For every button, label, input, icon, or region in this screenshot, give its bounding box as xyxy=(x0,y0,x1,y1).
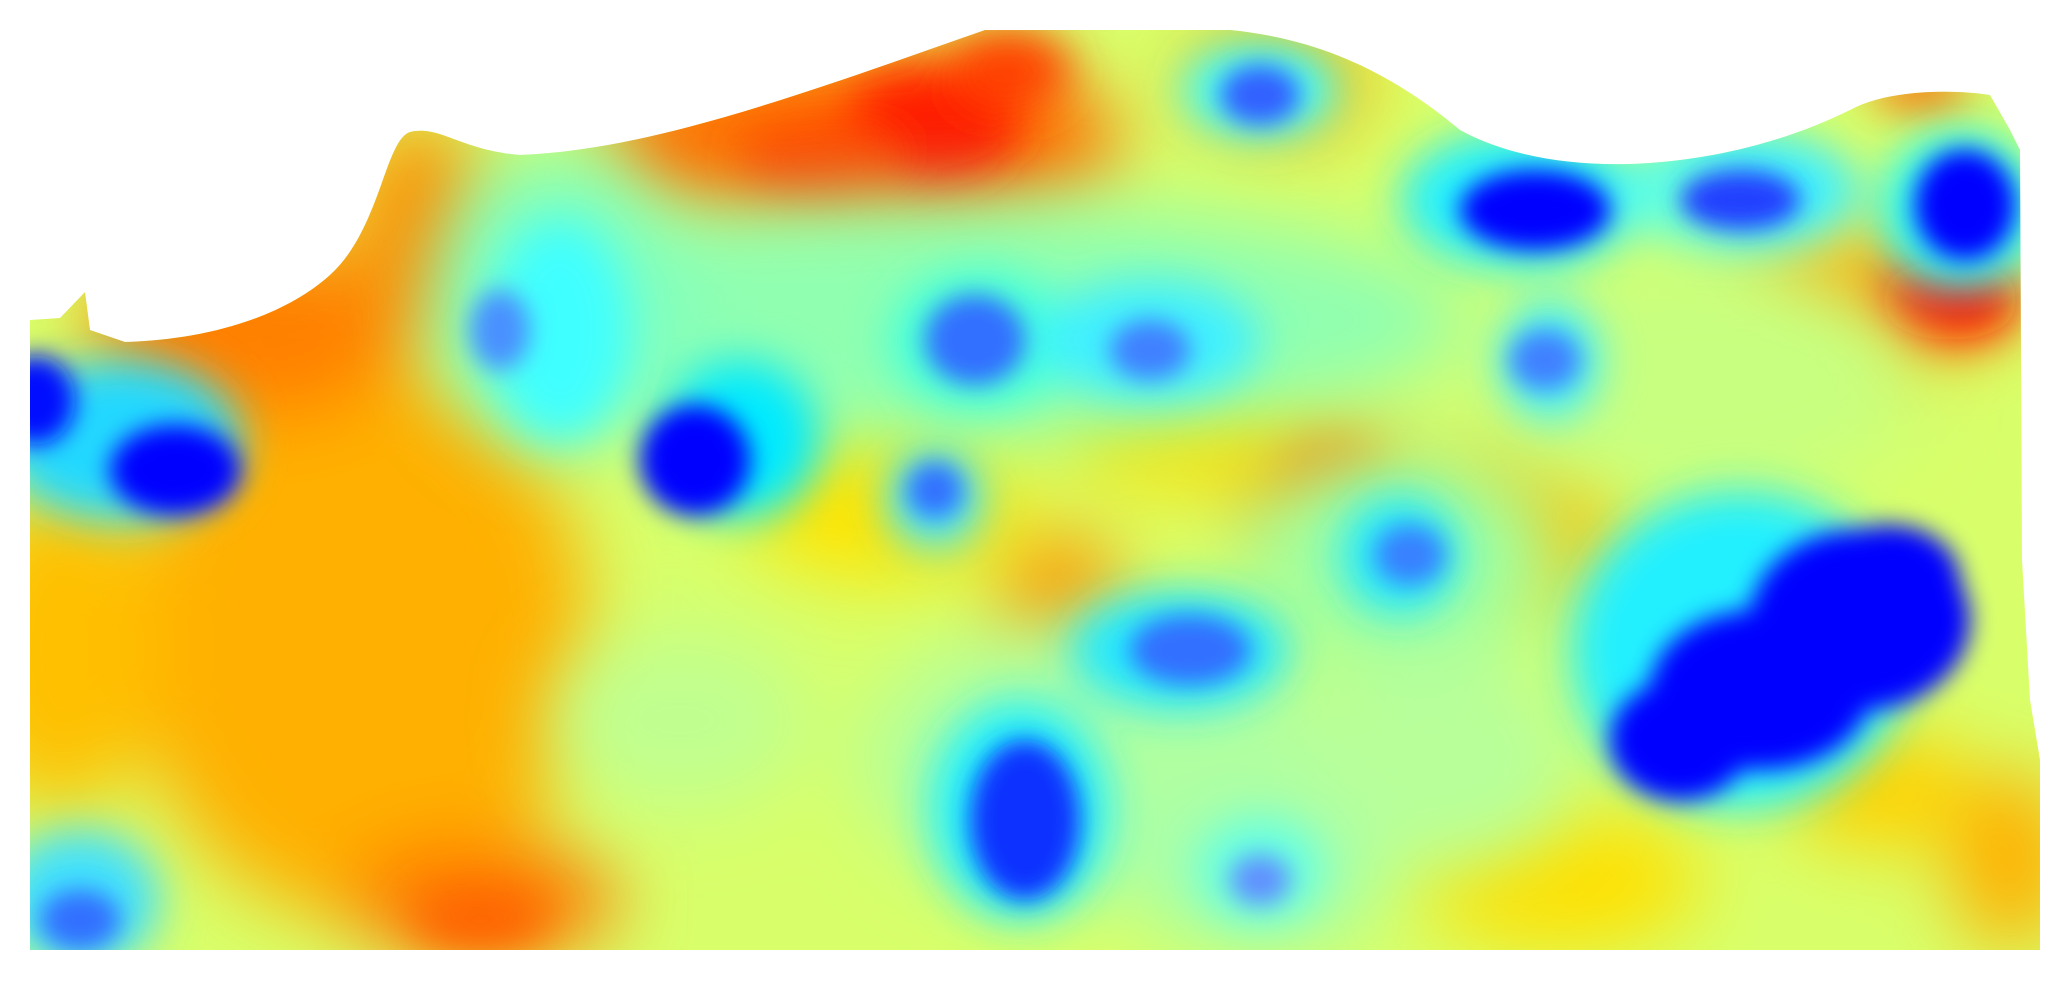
heatmap-region xyxy=(30,30,2040,950)
heatmap-canvas xyxy=(30,30,2040,950)
